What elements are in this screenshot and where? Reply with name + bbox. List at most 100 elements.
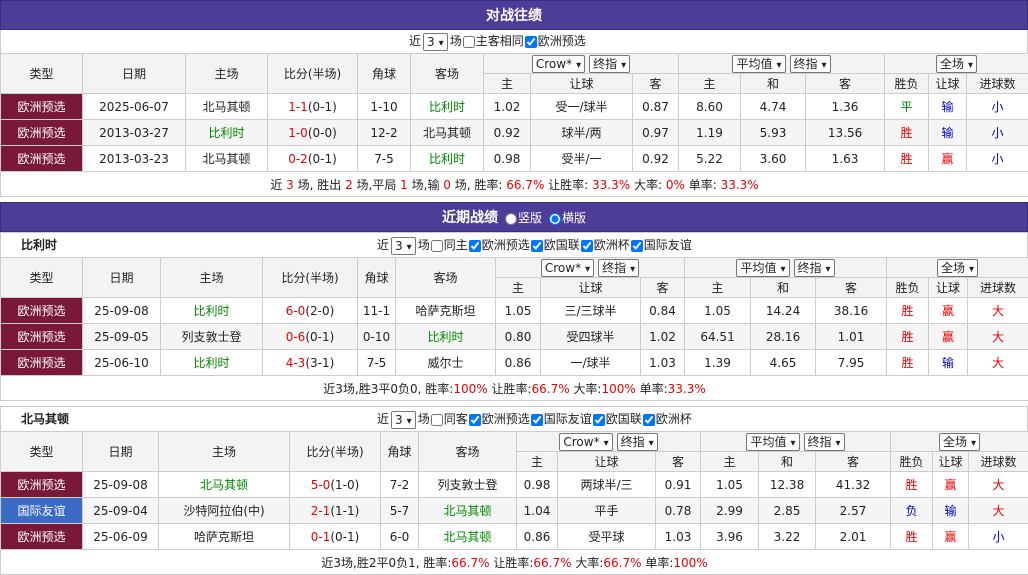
odds-select[interactable]: 终指: [598, 259, 639, 277]
result: 大: [969, 498, 1028, 524]
odds: 0.87: [633, 94, 679, 120]
odds: 受一/球半: [531, 94, 633, 120]
filter-checkbox[interactable]: [631, 240, 643, 252]
away-team: 北马其顿: [419, 498, 517, 524]
full-score: 5-0: [311, 478, 331, 492]
filter-checkbox[interactable]: [581, 240, 593, 252]
result-select[interactable]: 全场: [937, 259, 978, 277]
odds: 0.92: [484, 120, 531, 146]
odds: 14.24: [751, 298, 816, 324]
filter-checkbox[interactable]: [469, 414, 481, 426]
sub-header: 让球: [929, 74, 967, 94]
summary-part: 66.7%: [451, 556, 489, 570]
match-type: 欧洲预选: [1, 350, 83, 376]
summary-part: 0%: [666, 178, 685, 192]
score: 1-0(0-0): [268, 120, 358, 146]
result-select[interactable]: 全场: [939, 433, 980, 451]
filter-label: 同客: [444, 412, 468, 426]
result: 胜: [887, 350, 929, 376]
column-header: 比分(半场): [263, 258, 358, 298]
filter-checkbox[interactable]: [531, 414, 543, 426]
score: 0-6(0-1): [263, 324, 358, 350]
match-type: 欧洲预选: [1, 298, 83, 324]
summary-part: 100%: [601, 382, 635, 396]
corners: 7-5: [358, 350, 396, 376]
filter-checkbox[interactable]: [531, 240, 543, 252]
odds: 1.03: [641, 350, 685, 376]
odds-select[interactable]: 终指: [589, 55, 630, 73]
filter-checkbox[interactable]: [431, 240, 443, 252]
odds-select[interactable]: 终指: [790, 55, 831, 73]
odds-select[interactable]: 终指: [617, 433, 658, 451]
result-select[interactable]: 全场: [936, 55, 977, 73]
odds: 3.22: [759, 524, 816, 550]
view-radio[interactable]: [549, 213, 561, 225]
count-select[interactable]: 3: [391, 237, 416, 255]
odds: 0.98: [517, 472, 558, 498]
count-select[interactable]: 3: [391, 411, 416, 429]
half-score: (0-1): [305, 330, 334, 344]
section-title-bar: 近期战绩竖版横版: [0, 202, 1028, 232]
odds: 1.02: [641, 324, 685, 350]
odds-select[interactable]: 平均值: [732, 55, 785, 73]
odds-select[interactable]: Crow*: [532, 55, 585, 73]
odds: 0.91: [656, 472, 701, 498]
result: 小: [967, 120, 1028, 146]
result: 大: [968, 350, 1028, 376]
filter-label: 同主: [444, 238, 468, 252]
full-score: 0-6: [286, 330, 306, 344]
filter-checkbox[interactable]: [643, 414, 655, 426]
corners: 6-0: [381, 524, 419, 550]
summary-part: 场, 胜率:: [451, 178, 506, 192]
odds-select[interactable]: 终指: [794, 259, 835, 277]
odds: 2.99: [701, 498, 759, 524]
summary-part: 单率:: [642, 556, 674, 570]
away-team: 哈萨克斯坦: [396, 298, 496, 324]
odds-select[interactable]: Crow*: [559, 433, 612, 451]
filter-checkbox[interactable]: [469, 240, 481, 252]
result: 赢: [929, 146, 967, 172]
away-team: 比利时: [411, 146, 484, 172]
column-header: 比分(半场): [290, 432, 381, 472]
odds-select[interactable]: Crow*: [541, 259, 594, 277]
away-team: 列支敦士登: [419, 472, 517, 498]
summary-part: 场,输: [408, 178, 443, 192]
match-date: 25-09-04: [83, 498, 159, 524]
odds-select[interactable]: 平均值: [746, 433, 799, 451]
odds: 2.57: [816, 498, 891, 524]
odds: 1.02: [484, 94, 531, 120]
sub-header: 客: [633, 74, 679, 94]
filter-checkbox[interactable]: [463, 36, 475, 48]
result: 小: [967, 146, 1028, 172]
match-type: 欧洲预选: [1, 120, 83, 146]
odds: 三/三球半: [541, 298, 641, 324]
column-header: 日期: [83, 258, 161, 298]
filter-checkbox[interactable]: [431, 414, 443, 426]
odds: 一/球半: [541, 350, 641, 376]
filter-checkbox[interactable]: [525, 36, 537, 48]
filter-checkbox[interactable]: [593, 414, 605, 426]
filter-label: 欧国联: [544, 238, 580, 252]
view-option: 竖版: [504, 211, 542, 225]
count-select[interactable]: 3: [423, 33, 448, 51]
view-radio[interactable]: [505, 213, 517, 225]
odds-select[interactable]: 平均值: [736, 259, 789, 277]
sub-header: 让球: [933, 452, 969, 472]
full-score: 4-3: [286, 356, 306, 370]
odds-header: Crow*终指: [484, 54, 679, 74]
summary: 近3场,胜3平0负0, 胜率:100% 让胜率:66.7% 大率:100% 单率…: [1, 376, 1028, 401]
odds-select[interactable]: 终指: [804, 433, 845, 451]
half-score: (0-0): [308, 126, 337, 140]
odds: 受平球: [558, 524, 656, 550]
column-header: 角球: [381, 432, 419, 472]
odds: 1.39: [685, 350, 751, 376]
sub-header: 胜负: [885, 74, 929, 94]
odds: 2.85: [759, 498, 816, 524]
controls: 近3场同主欧洲预选欧国联欧洲杯国际友谊: [377, 233, 692, 258]
result: 大: [968, 298, 1028, 324]
odds: 0.92: [633, 146, 679, 172]
